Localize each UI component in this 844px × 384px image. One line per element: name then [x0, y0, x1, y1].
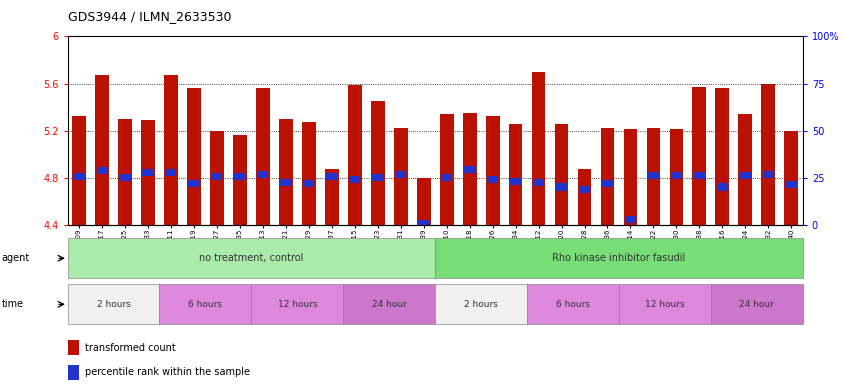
Bar: [418, 220, 429, 227]
Bar: [486, 176, 497, 184]
Text: agent: agent: [2, 253, 30, 263]
Text: 6 hours: 6 hours: [555, 300, 589, 309]
Bar: [435, 238, 802, 278]
Bar: [143, 169, 154, 176]
Bar: [324, 169, 338, 225]
Bar: [463, 113, 476, 225]
Text: transformed count: transformed count: [85, 343, 176, 353]
Bar: [485, 116, 499, 225]
Bar: [303, 180, 314, 187]
Bar: [343, 284, 435, 324]
Bar: [210, 131, 224, 225]
Bar: [762, 170, 773, 178]
Bar: [160, 284, 252, 324]
Bar: [739, 172, 750, 179]
Bar: [692, 87, 706, 225]
Text: 24 hour: 24 hour: [371, 300, 406, 309]
Bar: [510, 178, 521, 185]
Bar: [280, 179, 291, 186]
Bar: [508, 124, 522, 225]
Bar: [554, 124, 568, 225]
Bar: [600, 128, 614, 225]
Bar: [601, 180, 612, 187]
Bar: [716, 184, 727, 190]
Bar: [670, 172, 681, 179]
Bar: [326, 173, 337, 180]
Bar: [531, 72, 545, 225]
Text: 12 hours: 12 hours: [644, 300, 684, 309]
Bar: [164, 75, 178, 225]
Bar: [441, 174, 452, 181]
Bar: [96, 167, 107, 174]
Bar: [211, 173, 222, 180]
Bar: [785, 181, 796, 188]
Text: 6 hours: 6 hours: [188, 300, 222, 309]
Bar: [141, 120, 154, 225]
Bar: [463, 166, 474, 173]
Text: Rho kinase inhibitor fasudil: Rho kinase inhibitor fasudil: [552, 253, 684, 263]
Text: 2 hours: 2 hours: [96, 300, 130, 309]
Text: 12 hours: 12 hours: [277, 300, 316, 309]
Bar: [301, 122, 316, 225]
Bar: [372, 174, 383, 181]
Bar: [393, 128, 407, 225]
Bar: [95, 75, 109, 225]
Bar: [234, 173, 245, 180]
Bar: [760, 84, 774, 225]
Bar: [416, 178, 430, 225]
Bar: [577, 169, 591, 225]
Text: GDS3944 / ILMN_2633530: GDS3944 / ILMN_2633530: [68, 10, 230, 23]
Bar: [165, 169, 176, 176]
Bar: [533, 179, 544, 186]
Bar: [625, 217, 636, 223]
Bar: [619, 284, 710, 324]
Bar: [349, 176, 360, 184]
Bar: [252, 284, 343, 324]
Bar: [257, 170, 268, 178]
Bar: [119, 174, 130, 181]
Bar: [73, 173, 84, 180]
Text: time: time: [2, 299, 24, 310]
Bar: [118, 119, 132, 225]
Bar: [783, 131, 798, 225]
Text: 2 hours: 2 hours: [463, 300, 497, 309]
Text: 24 hour: 24 hour: [738, 300, 773, 309]
Bar: [395, 170, 406, 178]
Bar: [279, 119, 292, 225]
Bar: [233, 135, 246, 225]
Bar: [715, 88, 728, 225]
Bar: [68, 284, 160, 324]
Bar: [187, 88, 201, 225]
Bar: [371, 101, 384, 225]
Bar: [623, 129, 636, 225]
Bar: [646, 128, 659, 225]
Bar: [527, 284, 618, 324]
Bar: [555, 184, 566, 190]
Bar: [435, 284, 527, 324]
Bar: [710, 284, 802, 324]
Bar: [256, 88, 269, 225]
Bar: [578, 186, 589, 193]
Bar: [738, 114, 751, 225]
Bar: [72, 116, 86, 225]
Bar: [668, 129, 683, 225]
Bar: [68, 238, 435, 278]
Text: no treatment, control: no treatment, control: [199, 253, 303, 263]
Bar: [647, 172, 658, 179]
Bar: [188, 180, 199, 187]
Bar: [439, 114, 453, 225]
Bar: [348, 85, 361, 225]
Bar: [693, 172, 704, 179]
Text: percentile rank within the sample: percentile rank within the sample: [85, 367, 250, 377]
